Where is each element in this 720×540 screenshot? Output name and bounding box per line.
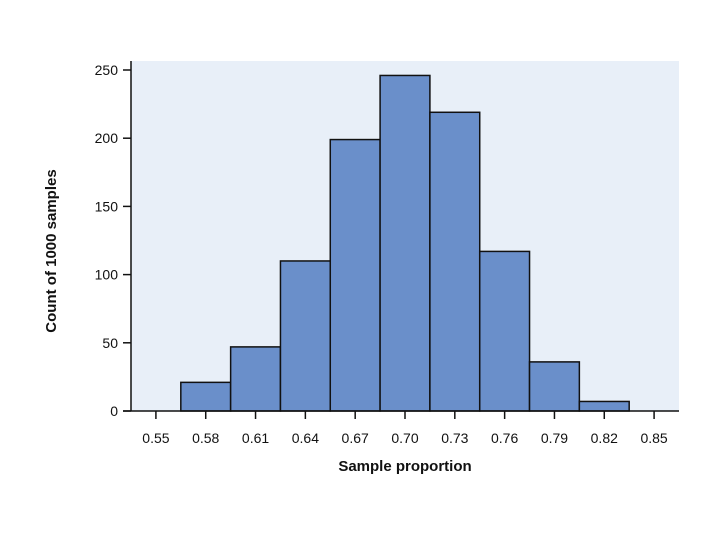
histogram-bar-8 <box>578 400 630 412</box>
y-tick-label: 0 <box>110 403 118 419</box>
bars-group <box>180 74 630 412</box>
x-tick-label: 0.79 <box>541 430 568 446</box>
histogram-bar-4 <box>379 74 431 412</box>
x-tick-label: 0.82 <box>591 430 618 446</box>
histogram-bar-2 <box>279 260 332 412</box>
x-tick-label: 0.73 <box>441 430 468 446</box>
y-tick-label: 150 <box>95 198 119 214</box>
x-ticks-group: 0.55 0.58 0.61 0.64 0.67 0.70 0.73 0.76 0.79 0.82… <box>142 411 668 446</box>
y-ticks-group: 0 50 100 150 200 250 <box>95 62 131 419</box>
x-axis-title: Sample proportion <box>338 458 471 475</box>
x-tick-label: 0.70 <box>391 430 418 446</box>
x-tick-label: 0.55 <box>142 430 169 446</box>
histogram-bar-0 <box>180 381 232 412</box>
y-tick-label: 250 <box>95 62 119 78</box>
y-tick-label: 100 <box>95 267 119 283</box>
y-tick-label: 200 <box>95 130 119 146</box>
y-tick-label: 50 <box>102 335 118 351</box>
x-tick-label: 0.64 <box>292 430 319 446</box>
x-tick-label: 0.76 <box>491 430 518 446</box>
histogram-bar-5 <box>429 111 481 412</box>
x-tick-label: 0.58 <box>192 430 219 446</box>
x-tick-label: 0.67 <box>342 430 369 446</box>
x-tick-label: 0.85 <box>640 430 667 446</box>
histogram-bar-6 <box>478 250 531 412</box>
histogram-bar-3 <box>329 138 381 412</box>
y-axis-title: Count of 1000 samples <box>43 169 60 332</box>
x-tick-label: 0.61 <box>242 430 269 446</box>
histogram-bar-1 <box>229 346 282 412</box>
histogram-bar-7 <box>528 361 581 412</box>
